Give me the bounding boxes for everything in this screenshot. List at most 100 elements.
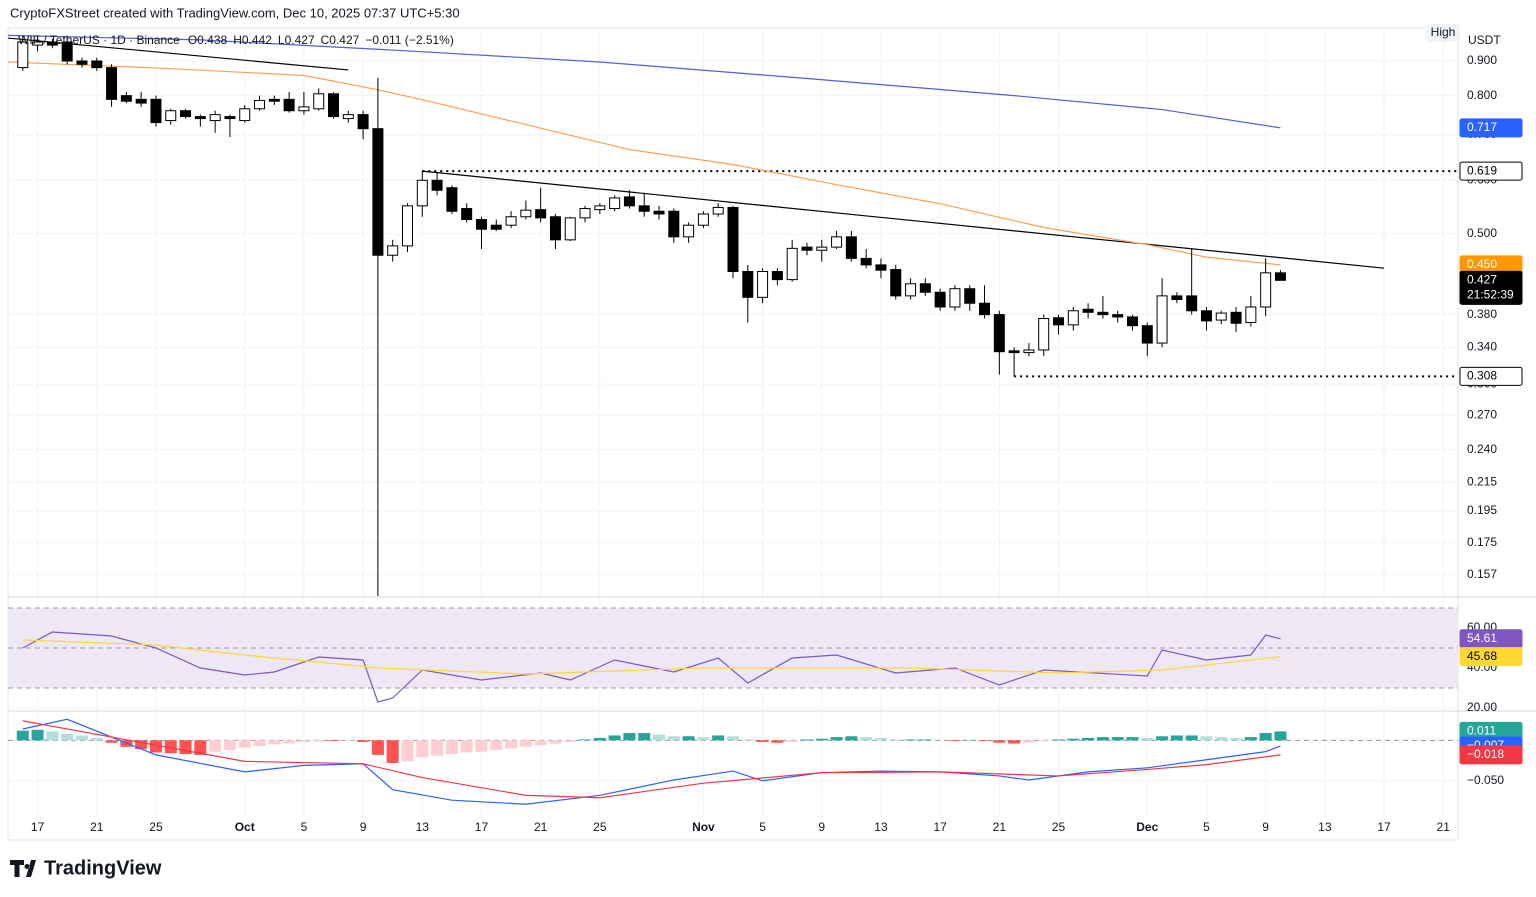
value-tag: [1459, 366, 1523, 386]
macd-histogram-bar: [1022, 740, 1035, 743]
header: CryptoFXStreet created with TradingView.…: [10, 5, 460, 20]
macd-histogram-bar: [874, 737, 887, 741]
candle-body: [328, 93, 340, 118]
candle-body: [505, 216, 517, 226]
macd-histogram-bar: [209, 740, 222, 752]
candle-body: [520, 209, 532, 218]
high-button[interactable]: [1426, 24, 1460, 42]
value-tag-label: −0.018: [1467, 747, 1504, 761]
candle-body: [106, 67, 118, 100]
candle-body: [461, 208, 473, 221]
macd-histogram-bar: [445, 740, 458, 755]
candle-body: [786, 247, 798, 281]
x-tick-label: 13: [416, 820, 430, 834]
candle-body: [194, 116, 206, 120]
candle-body: [1008, 350, 1020, 354]
candle-body: [165, 110, 177, 122]
price-pane: [8, 30, 1458, 596]
macd-histogram-bar: [268, 740, 281, 745]
y-tick-label: 0.195: [1467, 503, 1497, 517]
macd-histogram-bar: [1244, 737, 1257, 741]
candle-body: [742, 270, 754, 298]
macd-histogram-bar: [845, 736, 858, 741]
macd-histogram-bar: [1185, 735, 1198, 741]
candle-body: [387, 245, 399, 256]
macd-histogram-bar: [312, 740, 325, 742]
macd-histogram-bar: [297, 740, 310, 742]
macd-histogram-bar: [608, 735, 621, 741]
macd-histogram-bar: [1052, 739, 1065, 741]
macd-histogram-bar: [164, 740, 177, 754]
rsi-line: [22, 631, 1281, 703]
macd-histogram-bar: [105, 740, 118, 743]
value-tag-label: 0.450: [1467, 257, 1497, 271]
macd-histogram-bar: [741, 739, 754, 741]
rsi-line: [22, 639, 1281, 675]
value-tag-label: 54.61: [1467, 631, 1497, 645]
macd-histogram-bar: [815, 738, 828, 741]
y-tick-label: 0.500: [1467, 226, 1497, 240]
candle-body: [32, 41, 44, 46]
candle-body: [1200, 310, 1212, 322]
y-tick-label: 0.175: [1467, 535, 1497, 549]
x-tick-label: Nov: [692, 820, 715, 834]
value-tag: [1459, 270, 1523, 305]
candle-body: [135, 98, 147, 104]
candle-body: [668, 210, 680, 238]
candle-body: [579, 208, 591, 219]
value-axis: 17 21 25 Oct 5 9 13 17 21 25 Nov 5 9 13 17 21 25 Dec 5 9 13 1…: [31, 53, 1523, 834]
candle-body: [549, 216, 561, 241]
y-tick-label: 0.340: [1467, 340, 1497, 354]
macd-histogram-bar: [1259, 733, 1272, 741]
candle-body: [61, 41, 73, 62]
macd-histogram-bar: [623, 733, 636, 741]
high-button-label[interactable]: High: [1431, 25, 1456, 39]
candle-body: [209, 114, 221, 122]
candle-body: [298, 106, 310, 112]
candle-body: [239, 108, 251, 122]
x-tick-label: 9: [360, 820, 367, 834]
macd-histogram-bar: [697, 737, 710, 741]
candle-body: [535, 209, 547, 219]
candle-body: [1274, 272, 1286, 281]
candle-body: [1053, 317, 1065, 326]
candle-body: [150, 98, 162, 124]
candle-body: [416, 179, 428, 207]
candle-body: [697, 213, 709, 226]
macd-histogram-bar: [1230, 737, 1243, 741]
value-tag-label: 0.308: [1467, 369, 1497, 383]
macd-histogram-bar: [371, 740, 384, 755]
candle-body: [712, 206, 724, 215]
macd-histogram-bar: [194, 740, 207, 755]
candle-body: [1112, 314, 1124, 318]
macd-histogram-bar: [860, 737, 873, 741]
candle-body: [949, 288, 961, 308]
legend: WIF / TetherUS · 1D · Binance O0.438 H0.44…: [18, 33, 454, 47]
y-tick-label: 0.800: [1467, 88, 1497, 102]
macd-histogram-bar: [179, 740, 192, 755]
candle-body: [1230, 311, 1242, 324]
candle-body: [683, 224, 695, 238]
macd-histogram-bar: [993, 740, 1006, 743]
macd-histogram-bar: [357, 740, 370, 742]
candle-body: [1082, 308, 1094, 313]
candle-body: [831, 236, 843, 248]
macd-histogram-bar: [534, 740, 547, 746]
candle-body: [564, 217, 576, 241]
moving-average: [8, 61, 1281, 266]
value-tag-label: 45.68: [1467, 649, 1497, 663]
candle-body: [638, 205, 650, 212]
x-tick-label: 21: [534, 820, 548, 834]
candle-body: [490, 224, 502, 230]
macd-histogram-bar: [579, 739, 592, 741]
candle-body: [180, 110, 192, 118]
value-tag-label: 0.011: [1467, 724, 1496, 738]
macd-histogram-bar: [386, 740, 399, 763]
logo: TradingView: [10, 857, 162, 879]
candle-body: [609, 197, 621, 210]
x-tick-label: 21: [993, 820, 1007, 834]
candle-body: [1097, 311, 1109, 316]
plot-layer: 17 21 25 Oct 5 9 13 17 21 25 Nov 5 9 13 17 21 25 Dec 5 9 13 1…: [8, 30, 1523, 834]
candle-body: [801, 246, 813, 251]
candle-body: [860, 257, 872, 266]
